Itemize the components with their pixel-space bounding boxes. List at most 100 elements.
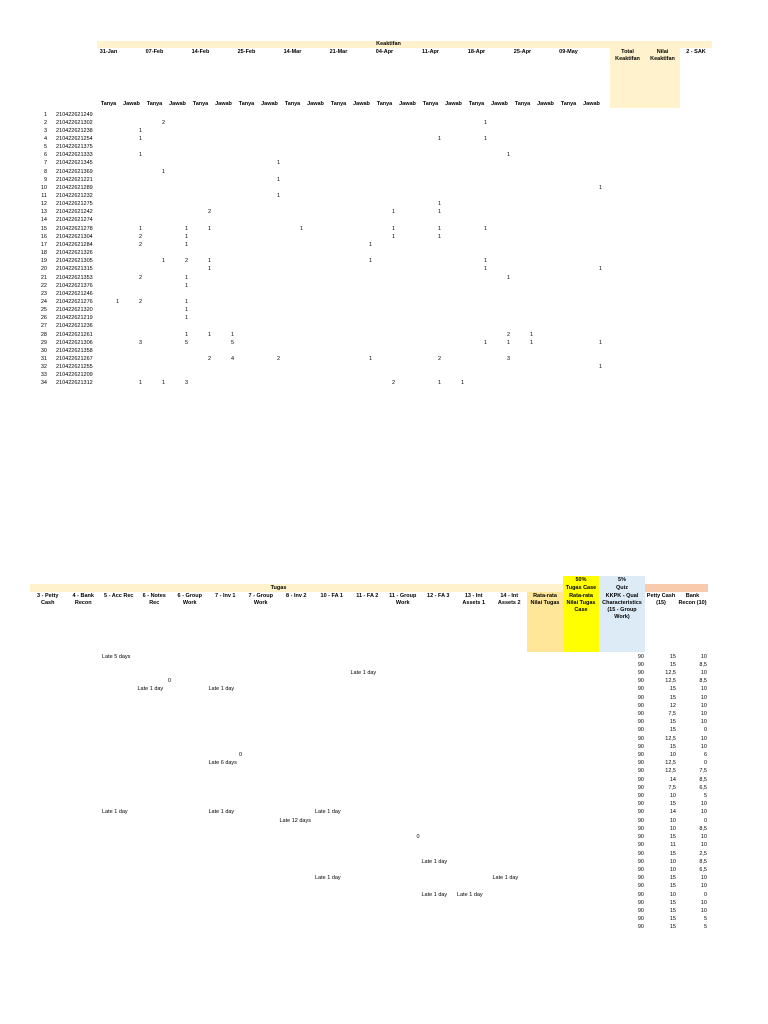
task-note: Late 1 day xyxy=(350,669,377,676)
bank-score: 6,5 xyxy=(699,866,707,873)
cell-value: 1 xyxy=(207,258,211,265)
cell-value: 1 xyxy=(391,225,395,232)
petty-score: 12,5 xyxy=(665,760,676,767)
quiz-band xyxy=(599,576,645,652)
task-header: 13 - Int Assets 1 xyxy=(462,593,486,606)
bank-score: 10 xyxy=(700,653,707,660)
student-id: 210422621219 xyxy=(56,315,93,322)
petty-score: 14 xyxy=(669,776,676,783)
sub-header: Jawab xyxy=(353,101,370,107)
task-note: Late 1 day xyxy=(208,809,235,816)
cell-value: 1 xyxy=(138,135,142,142)
cell-value: 1 xyxy=(276,176,280,183)
row-number: 26 xyxy=(40,315,47,322)
petty-score: 15 xyxy=(669,875,676,882)
bank-score: 10 xyxy=(700,686,707,693)
cell-value: 1 xyxy=(437,233,441,240)
cell-value: 5 xyxy=(184,339,188,346)
cell-value: 2 xyxy=(184,258,188,265)
bank-score: 0 xyxy=(703,817,707,824)
row-number: 18 xyxy=(40,250,47,257)
row-number: 7 xyxy=(43,160,47,167)
date-header: 18-Apr xyxy=(467,49,486,55)
petty-score: 15 xyxy=(669,850,676,857)
task-note: 0 xyxy=(416,834,420,841)
date-header: 21-Mar xyxy=(329,49,348,55)
bank-score: 2,5 xyxy=(699,850,707,857)
bank-score: 5 xyxy=(703,924,707,931)
task-note: Late 1 day xyxy=(421,858,448,865)
petty-score: 15 xyxy=(669,694,676,701)
sub-header: Tanya xyxy=(192,101,209,107)
bank-score: 10 xyxy=(700,669,707,676)
student-id: 210422621320 xyxy=(56,307,93,314)
task-header: 5 - Acc Rec xyxy=(104,593,134,599)
header-band xyxy=(97,41,712,48)
petty-score: 15 xyxy=(669,653,676,660)
cell-value: 1 xyxy=(506,152,510,159)
rata-band xyxy=(527,592,563,652)
cell-value: 1 xyxy=(207,331,211,338)
cell-value: 1 xyxy=(437,225,441,232)
cell-value: 3 xyxy=(184,380,188,387)
task-header: 6 - Group Work xyxy=(177,593,202,606)
petty-score: 15 xyxy=(669,916,676,923)
student-id: 210422621254 xyxy=(56,135,93,142)
cell-value: 1 xyxy=(184,298,188,305)
cell-value: 1 xyxy=(276,160,280,167)
task-note: Late 1 day xyxy=(315,875,341,882)
rata-header: Rata-rata Nilai Tugas xyxy=(530,593,560,606)
sub-header: Tanya xyxy=(376,101,393,107)
student-id: 210422621242 xyxy=(56,209,93,216)
petty-score: 10 xyxy=(669,891,676,898)
row-number: 22 xyxy=(40,282,47,289)
task-note: Late 1 day xyxy=(137,686,164,693)
cell-value: 1 xyxy=(138,127,142,134)
cell-value: 1 xyxy=(483,266,487,273)
quiz-score: 90 xyxy=(637,694,644,701)
bank-score: 10 xyxy=(700,801,707,808)
student-id: 210422621238 xyxy=(56,127,93,134)
date-header: 07-Feb xyxy=(145,49,164,55)
quiz-score: 90 xyxy=(637,801,644,808)
petty-score: 10 xyxy=(669,793,676,800)
cell-value: 2 xyxy=(138,233,142,240)
petty-score: 12,5 xyxy=(665,669,676,676)
row-number: 2 xyxy=(43,119,47,126)
row-number: 23 xyxy=(40,290,47,297)
sub-header: Jawab xyxy=(491,101,508,107)
student-id: 210422621326 xyxy=(56,250,93,257)
row-number: 15 xyxy=(40,225,47,232)
task-header: 12 - FA 3 xyxy=(427,593,450,599)
tugas-band xyxy=(30,584,645,592)
row-number: 1 xyxy=(43,111,47,118)
cell-value: 1 xyxy=(207,266,211,273)
cell-value: 1 xyxy=(483,258,487,265)
student-id: 210422621278 xyxy=(56,225,93,232)
student-id: 210422621306 xyxy=(56,339,93,346)
quiz-score: 90 xyxy=(637,866,644,873)
task-note: 0 xyxy=(167,678,171,685)
row-number: 4 xyxy=(43,135,47,142)
cell-value: 2 xyxy=(138,241,142,248)
date-header: 14-Mar xyxy=(283,49,302,55)
cell-value: 2 xyxy=(161,119,165,126)
cell-value: 1 xyxy=(391,209,395,216)
row-number: 27 xyxy=(40,323,47,330)
cell-value: 1 xyxy=(138,225,142,232)
cell-value: 1 xyxy=(184,282,188,289)
petty-score: 11 xyxy=(670,842,676,849)
cell-value: 2 xyxy=(276,356,280,362)
row-number: 30 xyxy=(40,347,47,354)
quiz-pct: 5% xyxy=(618,577,626,583)
student-id: 210422621255 xyxy=(56,364,93,371)
row-number: 25 xyxy=(40,307,47,314)
petty-score: 12,5 xyxy=(665,735,676,742)
student-id: 210422621261 xyxy=(56,331,93,338)
petty-score: 12 xyxy=(669,702,676,709)
section-title: Keaktifan xyxy=(376,41,401,47)
sub-header: Jawab xyxy=(583,101,600,107)
quiz-score: 90 xyxy=(637,908,644,914)
section-title: Tugas xyxy=(270,585,287,591)
